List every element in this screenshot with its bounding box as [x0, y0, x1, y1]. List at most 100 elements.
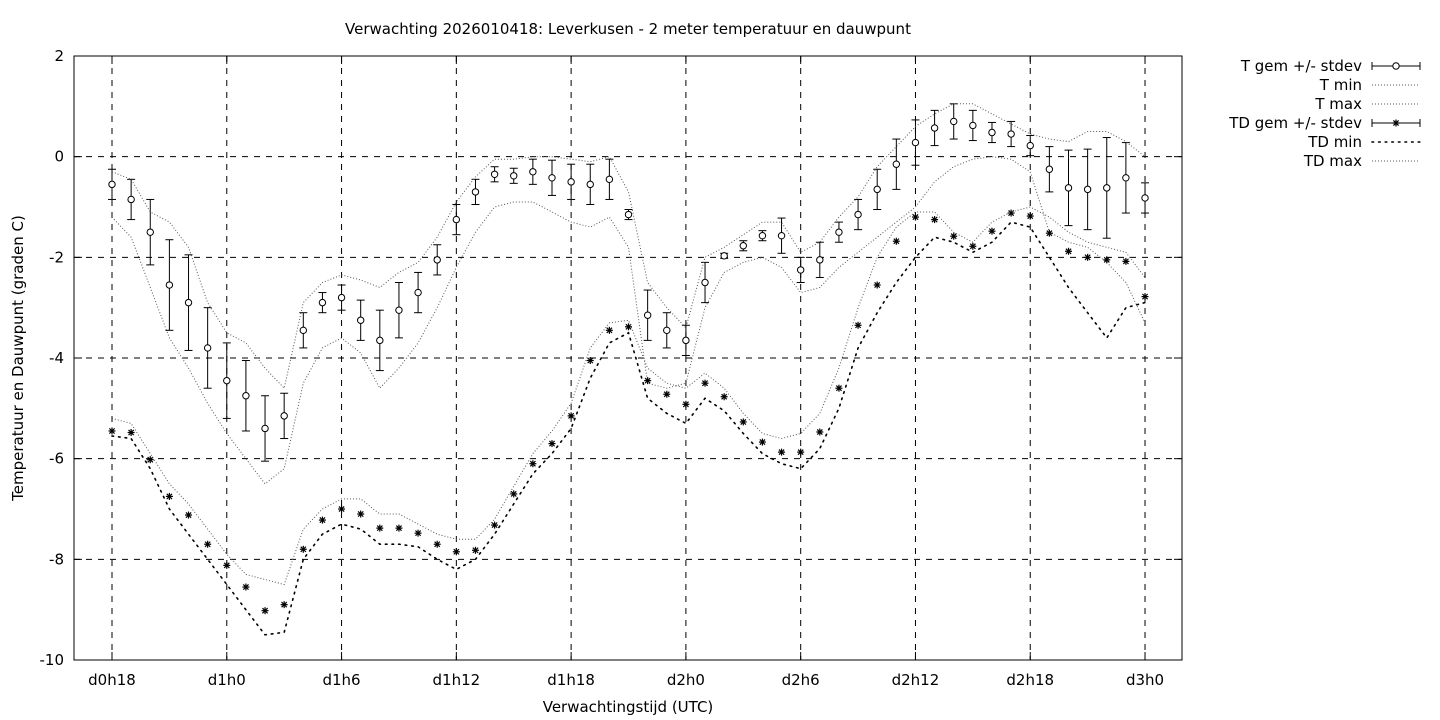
marker-stroke: [1141, 293, 1149, 300]
marker-stroke: [682, 401, 689, 408]
data-point: [471, 188, 480, 196]
y-tick-label: -4: [49, 349, 64, 367]
marker-stroke: [415, 530, 422, 537]
data-point: [318, 298, 327, 307]
data-point: [1141, 293, 1149, 301]
marker-stroke: [281, 601, 288, 608]
marker-stroke: [1008, 210, 1015, 217]
marker-stroke: [816, 428, 823, 436]
x-axis-label: Verwachtingstijd (UTC): [543, 698, 714, 716]
data-point: [223, 561, 231, 569]
data-point: [490, 170, 499, 178]
axes: 2 0 -2 -4 -6 -8 -10 d0h18 d1h0 d1h6 d1h12 d1h18 d2h0…: [40, 47, 1182, 689]
x-tick-label: d2h12: [892, 671, 940, 689]
marker-stroke: [1046, 230, 1053, 237]
marker-stroke: [319, 517, 326, 524]
x-tick-label: d0h18: [88, 671, 136, 689]
data-point: [529, 460, 537, 468]
data-point: [1026, 141, 1034, 150]
data-point: [739, 242, 747, 250]
marker-stroke: [644, 377, 651, 384]
data-point: [357, 510, 365, 518]
data-point: [586, 357, 594, 365]
series-line: [111, 156, 1146, 485]
data-point: [529, 168, 537, 176]
data-point: [1045, 229, 1053, 237]
marker-stroke: [931, 216, 938, 223]
marker-stroke: [1122, 258, 1129, 265]
x-tick-label: d1h6: [322, 671, 360, 689]
series-line: [111, 206, 1146, 586]
data-point: [930, 124, 939, 132]
marker-stroke: [376, 525, 383, 532]
data-point: [586, 180, 594, 189]
legend-label: TD min: [1307, 133, 1362, 151]
marker-stroke: [1065, 248, 1072, 255]
marker-stroke: [893, 238, 900, 245]
data-point: [548, 174, 556, 182]
data-point: [1083, 185, 1092, 194]
x-tick-label: d1h12: [433, 671, 481, 689]
data-point: [797, 448, 805, 456]
data-point: [146, 228, 154, 236]
y-tick-label: 2: [54, 47, 64, 65]
data-point: [816, 256, 824, 264]
data-point: [988, 128, 996, 137]
data-point: [701, 379, 709, 387]
marker-stroke: [242, 583, 249, 591]
series-layer: [108, 103, 1150, 636]
data-point: [242, 392, 250, 400]
marker-stroke: [548, 440, 556, 447]
data-point: [1392, 62, 1400, 70]
data-point: [280, 412, 288, 420]
data-point: [758, 231, 767, 240]
data-point: [605, 326, 613, 334]
marker-stroke: [204, 541, 211, 548]
data-point: [127, 428, 135, 436]
series-1: [111, 156, 1146, 485]
marker-stroke: [759, 439, 766, 446]
data-point: [778, 448, 786, 456]
marker-stroke: [855, 322, 862, 329]
marker-stroke: [778, 449, 785, 456]
x-tick-label: d1h18: [547, 671, 595, 689]
data-point: [816, 428, 824, 436]
data-point: [663, 326, 671, 335]
legend-label: T min: [1319, 76, 1362, 94]
series-0: [108, 103, 1150, 462]
x-tick-label: d1h0: [208, 671, 246, 689]
series-line: [111, 221, 1146, 636]
marker-stroke: [568, 412, 575, 419]
data-point: [433, 540, 441, 548]
data-point: [1122, 257, 1130, 265]
marker-stroke: [262, 607, 269, 614]
series-4: [111, 221, 1146, 636]
data-point: [185, 511, 193, 519]
legend-label: TD gem +/- stdev: [1228, 114, 1362, 132]
y-axis-label: Temperatuur en Dauwpunt (graden C): [9, 215, 27, 502]
data-point: [1045, 165, 1054, 173]
data-point: [854, 321, 862, 329]
data-point: [318, 516, 326, 524]
data-point: [950, 232, 958, 240]
data-point: [491, 521, 499, 529]
data-point: [376, 524, 384, 532]
marker-stroke: [338, 505, 345, 513]
data-point: [1007, 130, 1015, 138]
data-point: [1026, 212, 1034, 220]
y-tick-label: -6: [49, 450, 64, 468]
data-point: [204, 540, 212, 548]
data-point: [720, 252, 728, 260]
marker-stroke: [434, 541, 441, 548]
marker-stroke: [472, 547, 479, 554]
data-point: [1084, 253, 1092, 261]
data-point: [969, 242, 977, 250]
data-point: [835, 384, 843, 392]
marker-stroke: [529, 460, 536, 467]
data-point: [950, 117, 958, 126]
data-point: [739, 418, 747, 426]
data-point: [299, 326, 307, 335]
data-point: [280, 601, 288, 609]
data-point: [127, 195, 135, 204]
data-point: [624, 210, 633, 219]
